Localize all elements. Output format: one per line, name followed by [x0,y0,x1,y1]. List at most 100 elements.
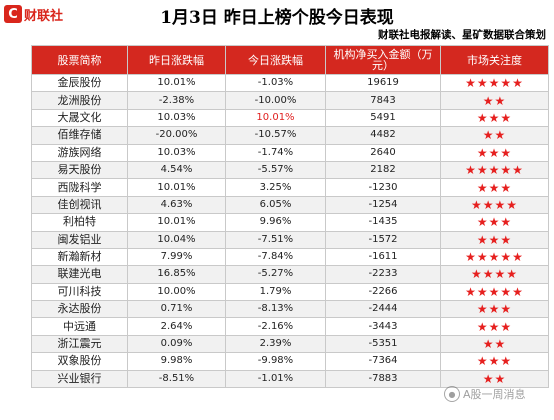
table-row: 可川科技 10.00% 1.79% -2266 ★★★★★ [31,282,549,302]
net-buy-cell: -1435 [325,213,441,232]
today-change-cell: -5.27% [225,265,326,284]
header-today-change: 今日涨跌幅 [225,45,326,75]
yesterday-change-cell: 0.71% [127,300,226,319]
today-change-cell: 10.01% [225,108,326,128]
today-change-cell: -7.84% [225,247,326,267]
stock-name-cell: 中远通 [31,317,128,336]
attention-stars: ★★ [440,369,549,389]
table-row: 佰维存储 -20.00% -10.57% 4482 ★★ [31,126,549,145]
net-buy-cell: 2640 [325,143,441,162]
table-row: 游族网络 10.03% -1.74% 2640 ★★★ [31,143,549,162]
today-change-cell: 2.39% [225,334,326,354]
attention-stars: ★★★★★ [440,247,549,267]
attention-stars: ★★★★★ [440,282,549,302]
attention-stars: ★★★★★ [440,160,549,180]
stock-name-cell: 龙洲股份 [31,91,128,110]
yesterday-change-cell: 10.01% [127,178,226,197]
net-buy-cell: -1230 [325,178,441,197]
table-row: 闽发铝业 10.04% -7.51% -1572 ★★★ [31,230,549,249]
yesterday-change-cell: -8.51% [127,369,226,389]
net-buy-cell: 19619 [325,73,441,93]
net-buy-cell: -3443 [325,317,441,336]
table-row: 双象股份 9.98% -9.98% -7364 ★★★ [31,352,549,371]
table-row: 永达股份 0.71% -8.13% -2444 ★★★ [31,300,549,319]
yesterday-change-cell: 16.85% [127,265,226,284]
today-change-cell: -10.57% [225,126,326,145]
attention-stars: ★★★ [440,178,549,197]
stock-name-cell: 永达股份 [31,300,128,319]
today-change-cell: -8.13% [225,300,326,319]
today-change-cell: -1.03% [225,73,326,93]
today-change-cell: -7.51% [225,230,326,249]
watermark-text: A股一周消息 [463,388,526,401]
header-stock-name: 股票简称 [31,45,128,75]
net-buy-cell: -2233 [325,265,441,284]
net-buy-cell: -2444 [325,300,441,319]
stock-name-cell: 新瀚新材 [31,247,128,267]
yesterday-change-cell: 10.01% [127,73,226,93]
stock-name-cell: 联建光电 [31,265,128,284]
net-buy-cell: -7364 [325,352,441,371]
stock-name-cell: 易天股份 [31,160,128,180]
stock-name-cell: 利柏特 [31,213,128,232]
table-row: 新瀚新材 7.99% -7.84% -1611 ★★★★★ [31,247,549,267]
net-buy-cell: -1572 [325,230,441,249]
stock-name-cell: 可川科技 [31,282,128,302]
table-row: 易天股份 4.54% -5.57% 2182 ★★★★★ [31,160,549,180]
table-body: 金辰股份 10.01% -1.03% 19619 ★★★★★ 龙洲股份 -2.38% -10.… [31,73,549,389]
table-row: 浙江震元 0.09% 2.39% -5351 ★★ [31,334,549,354]
attention-stars: ★★★ [440,352,549,371]
yesterday-change-cell: 4.63% [127,195,226,215]
stock-name-cell: 双象股份 [31,352,128,371]
attention-stars: ★★★★ [440,195,549,215]
yesterday-change-cell: -20.00% [127,126,226,145]
stock-name-cell: 游族网络 [31,143,128,162]
today-change-cell: 1.79% [225,282,326,302]
yesterday-change-cell: 9.98% [127,352,226,371]
attention-stars: ★★★ [440,230,549,249]
stock-name-cell: 佰维存储 [31,126,128,145]
yesterday-change-cell: -2.38% [127,91,226,110]
yesterday-change-cell: 2.64% [127,317,226,336]
attention-stars: ★★★ [440,300,549,319]
attention-stars: ★★★★★ [440,73,549,93]
table-row: 利柏特 10.01% 9.96% -1435 ★★★ [31,213,549,232]
net-buy-cell: -5351 [325,334,441,354]
today-change-cell: -1.74% [225,143,326,162]
table-row: 中远通 2.64% -2.16% -3443 ★★★ [31,317,549,336]
attention-stars: ★★★★ [440,265,549,284]
yesterday-change-cell: 10.03% [127,108,226,128]
attention-stars: ★★ [440,334,549,354]
today-change-cell: -9.98% [225,352,326,371]
attention-stars: ★★★ [440,213,549,232]
yesterday-change-cell: 10.04% [127,230,226,249]
logo: C 财联社 [4,4,63,24]
net-buy-cell: 4482 [325,126,441,145]
attention-stars: ★★★ [440,108,549,128]
today-change-cell: -5.57% [225,160,326,180]
table-row: 金辰股份 10.01% -1.03% 19619 ★★★★★ [31,73,549,93]
net-buy-cell: -2266 [325,282,441,302]
table-row: 佳创视讯 4.63% 6.05% -1254 ★★★★ [31,195,549,215]
attention-stars: ★★★ [440,143,549,162]
today-change-cell: 6.05% [225,195,326,215]
logo-mark: C [4,5,22,23]
yesterday-change-cell: 4.54% [127,160,226,180]
net-buy-cell: -1611 [325,247,441,267]
header-attention: 市场关注度 [440,45,549,75]
today-change-cell: 9.96% [225,213,326,232]
today-change-cell: -10.00% [225,91,326,110]
table-row: 龙洲股份 -2.38% -10.00% 7843 ★★ [31,91,549,110]
net-buy-cell: 5491 [325,108,441,128]
attention-stars: ★★ [440,126,549,145]
stock-table: 股票简称 昨日涨跌幅 今日涨跌幅 机构净买入金额（万元） 市场关注度 金辰股份 1… [31,45,549,389]
net-buy-cell: 2182 [325,160,441,180]
table-row: 兴业银行 -8.51% -1.01% -7883 ★★ [31,369,549,389]
net-buy-cell: 7843 [325,91,441,110]
today-change-cell: -2.16% [225,317,326,336]
logo-text: 财联社 [24,8,64,24]
stock-name-cell: 西陇科学 [31,178,128,197]
stock-name-cell: 浙江震元 [31,334,128,354]
table-row: 西陇科学 10.01% 3.25% -1230 ★★★ [31,178,549,197]
table-header-row: 股票简称 昨日涨跌幅 今日涨跌幅 机构净买入金额（万元） 市场关注度 [31,45,549,75]
